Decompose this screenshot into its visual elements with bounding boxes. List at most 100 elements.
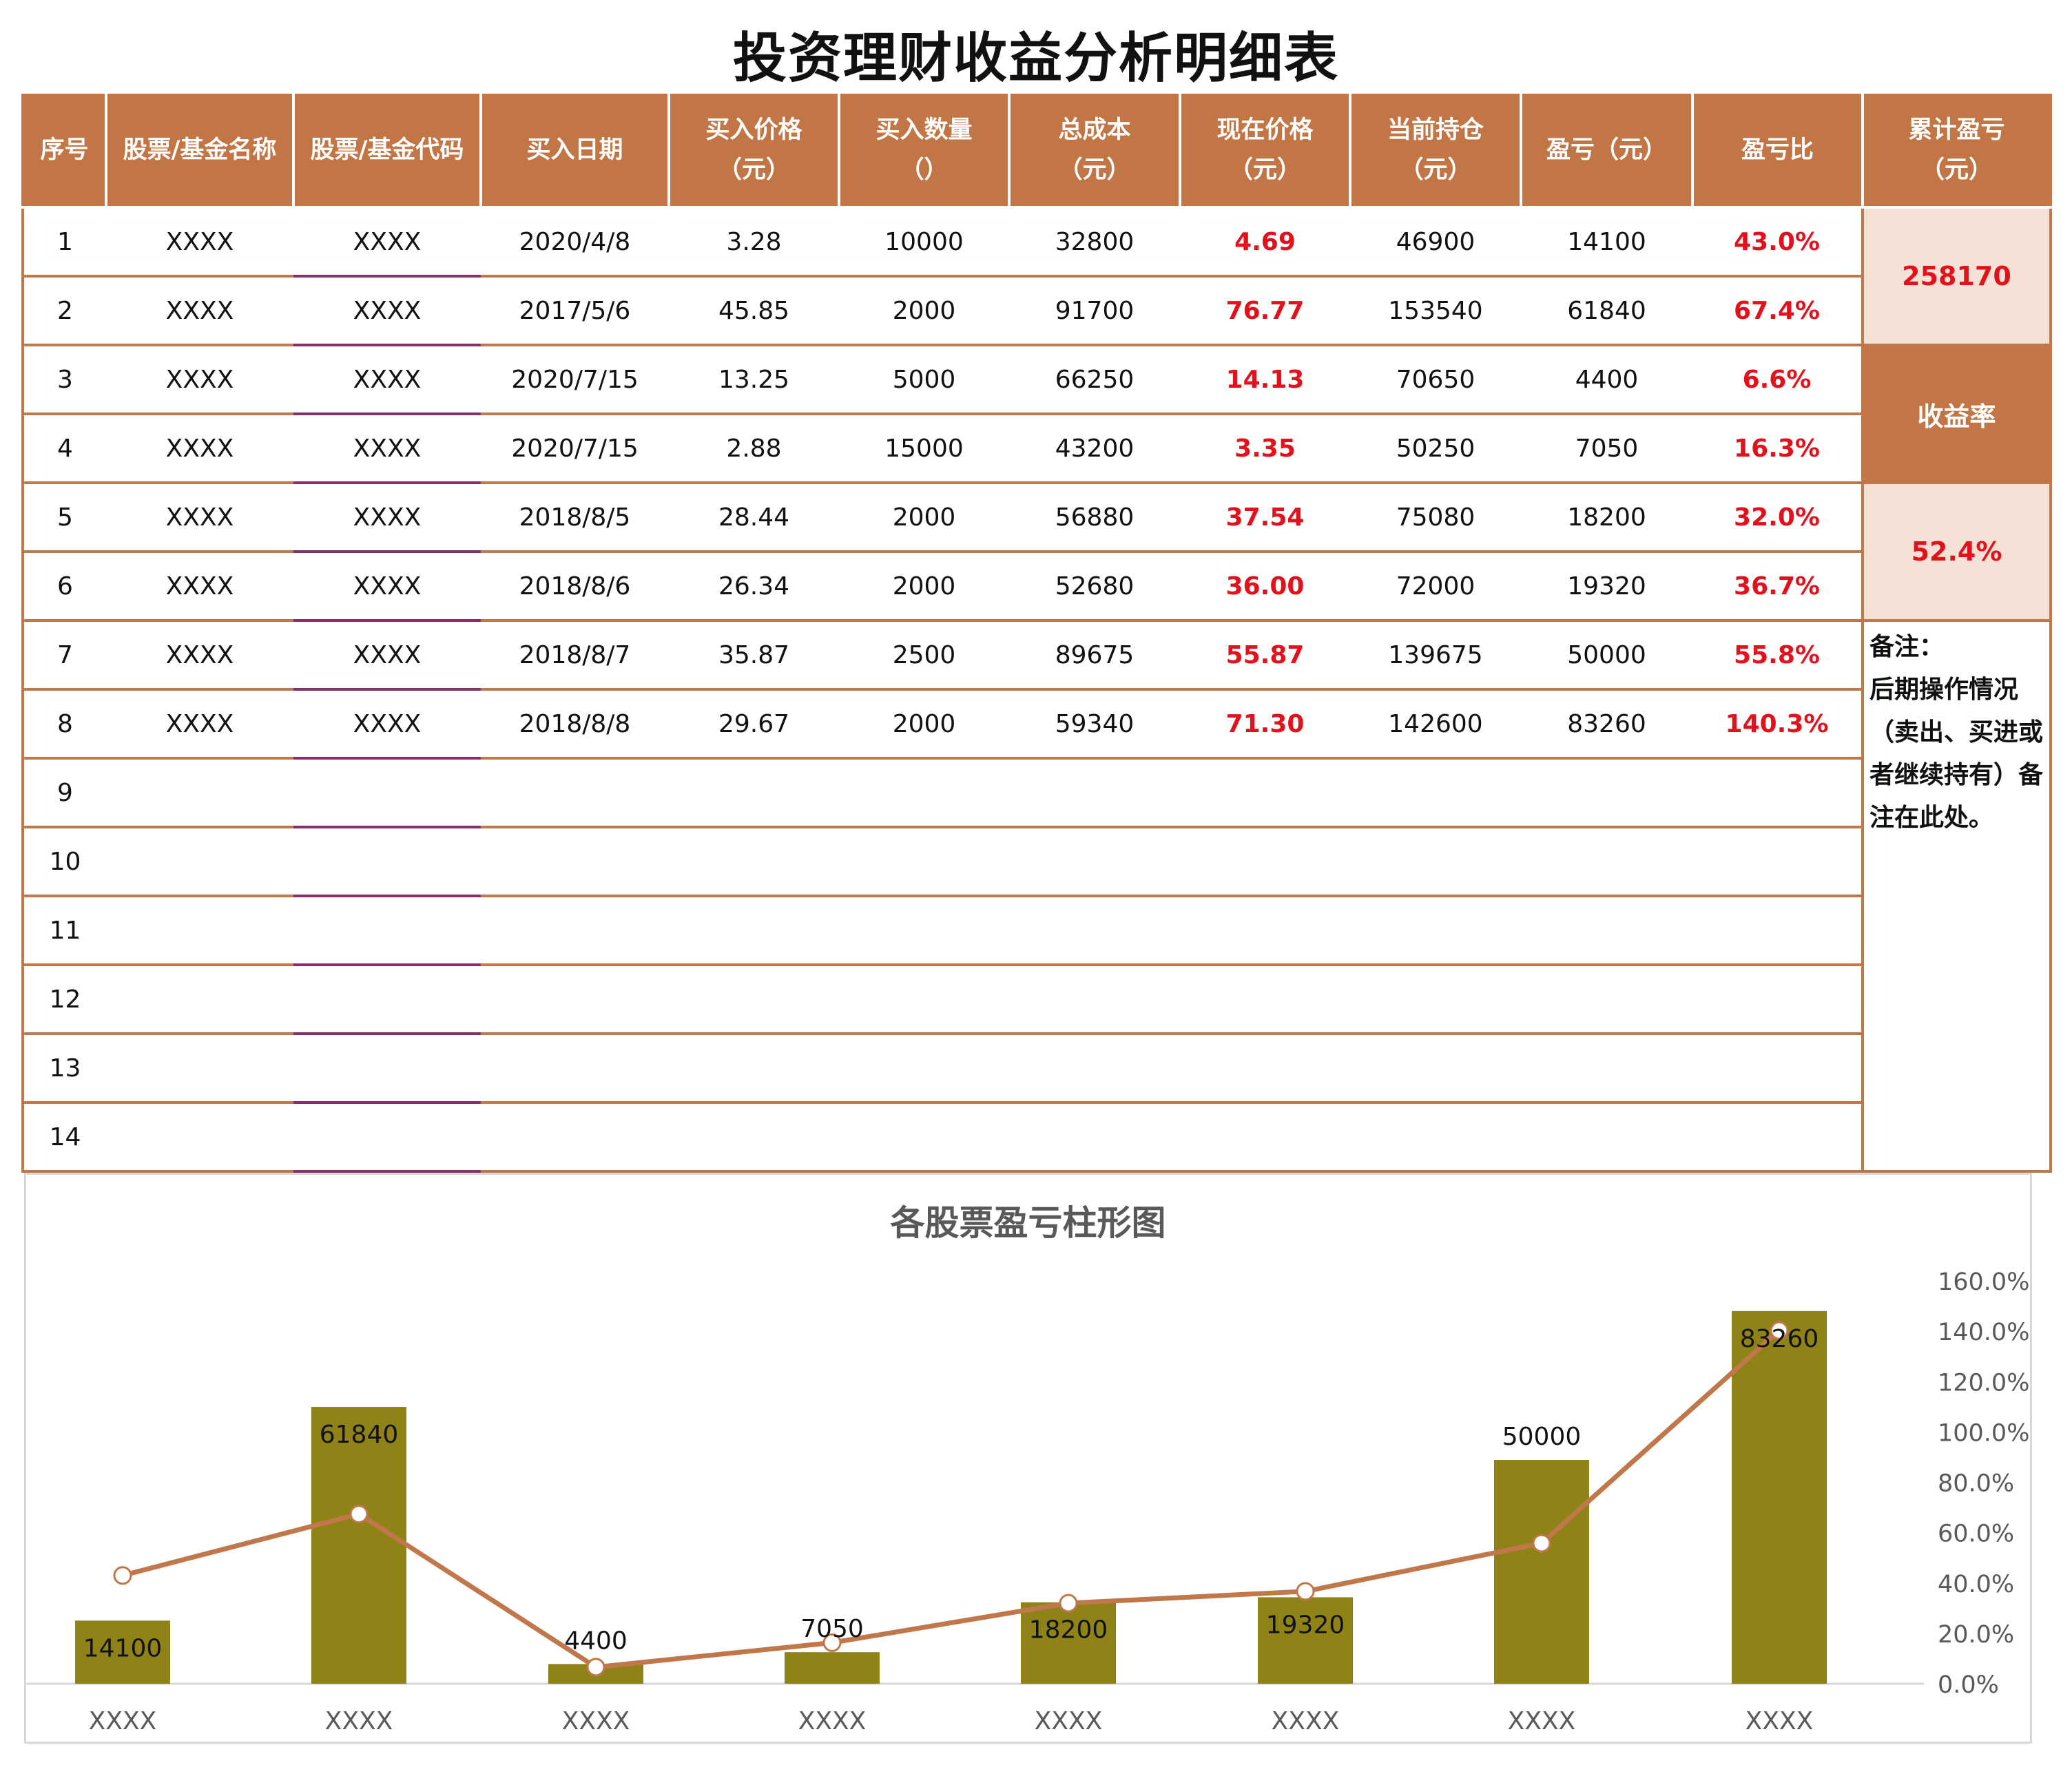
chart-title: 各股票盈亏柱形图	[890, 1203, 1166, 1243]
bar-data-label: 19320	[1266, 1611, 1345, 1639]
cost-cell: 59340	[1009, 689, 1180, 760]
code-cell: XXXX	[293, 276, 481, 346]
column-header: 当前持仓 （元）	[1349, 94, 1522, 209]
profit-ratio-cell	[1692, 1034, 1863, 1104]
right-y-tick-label: 120.0%	[1938, 1369, 2029, 1397]
current-price-cell: 4.69	[1180, 207, 1350, 278]
x-tick-label: XXXX	[89, 1707, 157, 1735]
table-row: 12	[21, 965, 2051, 1035]
x-tick-label: XXXX	[562, 1707, 630, 1735]
column-header: 现在价格 （元）	[1179, 94, 1351, 209]
name-cell	[106, 965, 293, 1035]
name-cell: XXXX	[106, 483, 293, 553]
cost-cell: 52680	[1009, 552, 1180, 622]
name-cell: XXXX	[106, 276, 293, 346]
profit-chart: 14100 61840 4400 7050 18200 19320 50000 83260 XX…	[24, 1173, 2032, 1744]
table-row: 9	[21, 758, 2051, 828]
column-header: 序号	[21, 94, 107, 209]
row-index: 13	[21, 1034, 106, 1104]
cost-cell	[1009, 1103, 1180, 1173]
profit-cell: 14100	[1521, 207, 1692, 278]
date-cell: 2017/5/6	[481, 276, 669, 346]
table-row: 1 XXXX XXXX 2020/4/8 3.28 10000 32800 4.69 46900…	[21, 207, 2052, 346]
date-cell	[481, 1103, 669, 1173]
cost-cell: 56880	[1009, 483, 1180, 553]
name-cell: XXXX	[106, 689, 293, 760]
buy-price-cell: 45.85	[669, 276, 839, 346]
buy-price-cell: 13.25	[669, 345, 839, 415]
column-header: 买入数量 （）	[838, 94, 1011, 209]
buy-price-cell: 2.88	[669, 414, 839, 484]
row-index: 6	[21, 552, 106, 622]
name-cell: XXXX	[106, 345, 293, 415]
profit-cell: 50000	[1521, 620, 1692, 691]
right-y-tick-label: 140.0%	[1938, 1319, 2029, 1346]
row-index: 10	[21, 827, 106, 897]
bar-data-label: 61840	[320, 1421, 399, 1449]
bar-data-label: 7050	[800, 1615, 864, 1643]
buy-price-cell: 26.34	[669, 552, 839, 622]
current-price-cell	[1180, 1103, 1350, 1173]
date-cell: 2020/7/15	[481, 414, 669, 484]
profit-cell: 61840	[1521, 276, 1692, 346]
cost-cell: 91700	[1009, 276, 1180, 346]
date-cell: 2018/8/7	[481, 620, 669, 691]
ratio-point	[1296, 1582, 1315, 1601]
current-price-cell	[1180, 896, 1350, 966]
bar	[311, 1407, 406, 1684]
name-cell: XXXX	[106, 620, 293, 691]
profit-ratio-cell: 55.8%	[1692, 620, 1863, 691]
row-index: 1	[21, 207, 106, 278]
holding-cell	[1350, 896, 1521, 966]
profit-cell: 83260	[1521, 689, 1692, 760]
cost-cell: 32800	[1009, 207, 1180, 278]
profit-cell	[1521, 1034, 1692, 1104]
current-price-cell: 3.35	[1180, 414, 1350, 484]
code-cell: XXXX	[293, 207, 481, 278]
profit-ratio-cell: 16.3%	[1692, 414, 1863, 484]
row-index: 3	[21, 345, 106, 415]
cost-cell: 43200	[1009, 414, 1180, 484]
buy-price-cell	[669, 1103, 839, 1173]
bar	[1258, 1597, 1353, 1684]
cost-cell	[1009, 827, 1180, 897]
cost-cell	[1009, 965, 1180, 1035]
x-tick-label: XXXX	[1272, 1707, 1340, 1735]
current-price-cell: 37.54	[1180, 483, 1350, 553]
profit-ratio-cell	[1692, 758, 1863, 828]
name-cell: XXXX	[106, 414, 293, 484]
ratio-point	[1059, 1594, 1078, 1613]
current-price-cell: 76.77	[1180, 276, 1350, 346]
quantity-cell	[839, 827, 1009, 897]
bar-data-label: 50000	[1502, 1423, 1582, 1451]
bar-data-label: 14100	[83, 1634, 163, 1662]
right-y-tick-label: 60.0%	[1938, 1521, 2014, 1548]
code-cell	[293, 758, 481, 828]
holding-cell	[1350, 1103, 1521, 1173]
table-row: 7 XXXX XXXX 2018/8/7 35.87 2500 89675 55.87 1396…	[21, 620, 2052, 1173]
current-price-cell: 71.30	[1180, 689, 1350, 760]
name-cell	[106, 896, 293, 966]
buy-price-cell	[669, 827, 839, 897]
quantity-cell: 2500	[839, 620, 1009, 691]
profit-cell: 18200	[1521, 483, 1692, 553]
holding-cell: 72000	[1350, 552, 1521, 622]
date-cell: 2018/8/8	[481, 689, 669, 760]
profit-cell	[1521, 896, 1692, 966]
current-price-cell	[1180, 1034, 1350, 1104]
total-profit-value: 258170	[1861, 207, 2052, 346]
column-header: 股票/基金代码	[292, 94, 482, 209]
buy-price-cell	[669, 1034, 839, 1104]
holding-cell: 142600	[1350, 689, 1521, 760]
right-y-tick-label: 100.0%	[1938, 1419, 2029, 1447]
profit-ratio-cell	[1692, 827, 1863, 897]
date-cell	[481, 896, 669, 966]
bar	[1021, 1602, 1116, 1684]
table-row: 11	[21, 896, 2051, 966]
current-price-cell: 36.00	[1180, 552, 1350, 622]
code-cell	[293, 827, 481, 897]
profit-cell	[1521, 1103, 1692, 1173]
ratio-point	[1532, 1534, 1551, 1553]
profit-ratio-cell: 32.0%	[1692, 483, 1863, 553]
current-price-cell: 55.87	[1180, 620, 1350, 691]
